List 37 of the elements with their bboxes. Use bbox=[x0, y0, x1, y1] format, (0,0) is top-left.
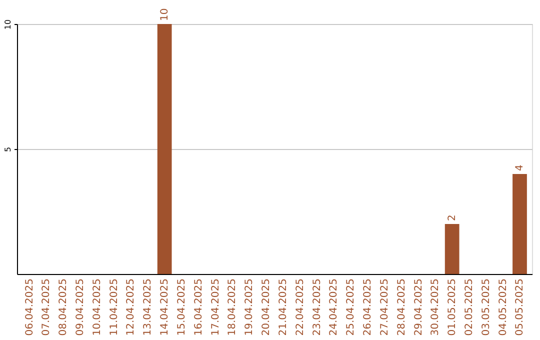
x-tick-label: 28.04.2025 bbox=[396, 278, 408, 336]
x-tick-label: 25.04.2025 bbox=[346, 278, 357, 336]
x-tick-label: 17.04.2025 bbox=[210, 278, 222, 336]
data-label: 2 bbox=[447, 214, 458, 221]
x-tick-label: 22.04.2025 bbox=[294, 278, 306, 336]
x-tick-label: 23.04.2025 bbox=[312, 278, 323, 336]
data-label: 4 bbox=[514, 164, 526, 171]
x-tick-label: 01.05.2025 bbox=[447, 278, 458, 336]
x-tick-label: 05.05.2025 bbox=[514, 278, 526, 336]
x-tick-label: 09.04.2025 bbox=[75, 278, 86, 336]
x-tick-label: 26.04.2025 bbox=[362, 278, 374, 336]
x-tick-label: 21.04.2025 bbox=[278, 278, 289, 336]
x-tick-label: 08.04.2025 bbox=[58, 278, 70, 336]
x-tick-label: 10.04.2025 bbox=[92, 278, 103, 336]
x-tick-label: 29.04.2025 bbox=[413, 278, 424, 336]
x-tick-label: 24.04.2025 bbox=[328, 278, 340, 336]
x-tick-label: 03.05.2025 bbox=[480, 278, 492, 336]
x-tick-label: 16.04.2025 bbox=[193, 278, 204, 336]
x-tick-label: 12.04.2025 bbox=[126, 278, 137, 336]
x-tick-label: 04.05.2025 bbox=[498, 278, 509, 336]
bar bbox=[512, 174, 527, 274]
x-tick-label: 02.05.2025 bbox=[464, 278, 475, 336]
x-tick-label: 20.04.2025 bbox=[261, 278, 272, 336]
x-tick-label: 18.04.2025 bbox=[227, 278, 238, 336]
x-tick-label: 19.04.2025 bbox=[244, 278, 256, 336]
x-tick-label: 13.04.2025 bbox=[142, 278, 154, 336]
data-label: 10 bbox=[160, 8, 171, 21]
x-tick-label: 14.04.2025 bbox=[160, 278, 171, 336]
x-tick-label: 06.04.2025 bbox=[24, 278, 36, 336]
x-tick-label: 30.04.2025 bbox=[430, 278, 442, 336]
x-tick-label: 11.04.2025 bbox=[108, 278, 120, 336]
x-tick-label: 27.04.2025 bbox=[379, 278, 390, 336]
x-tick-label: 07.04.2025 bbox=[41, 278, 52, 336]
bar bbox=[157, 24, 172, 274]
bar bbox=[444, 224, 460, 274]
y-tick-label: 5 bbox=[4, 146, 12, 152]
x-tick-label: 15.04.2025 bbox=[176, 278, 188, 336]
